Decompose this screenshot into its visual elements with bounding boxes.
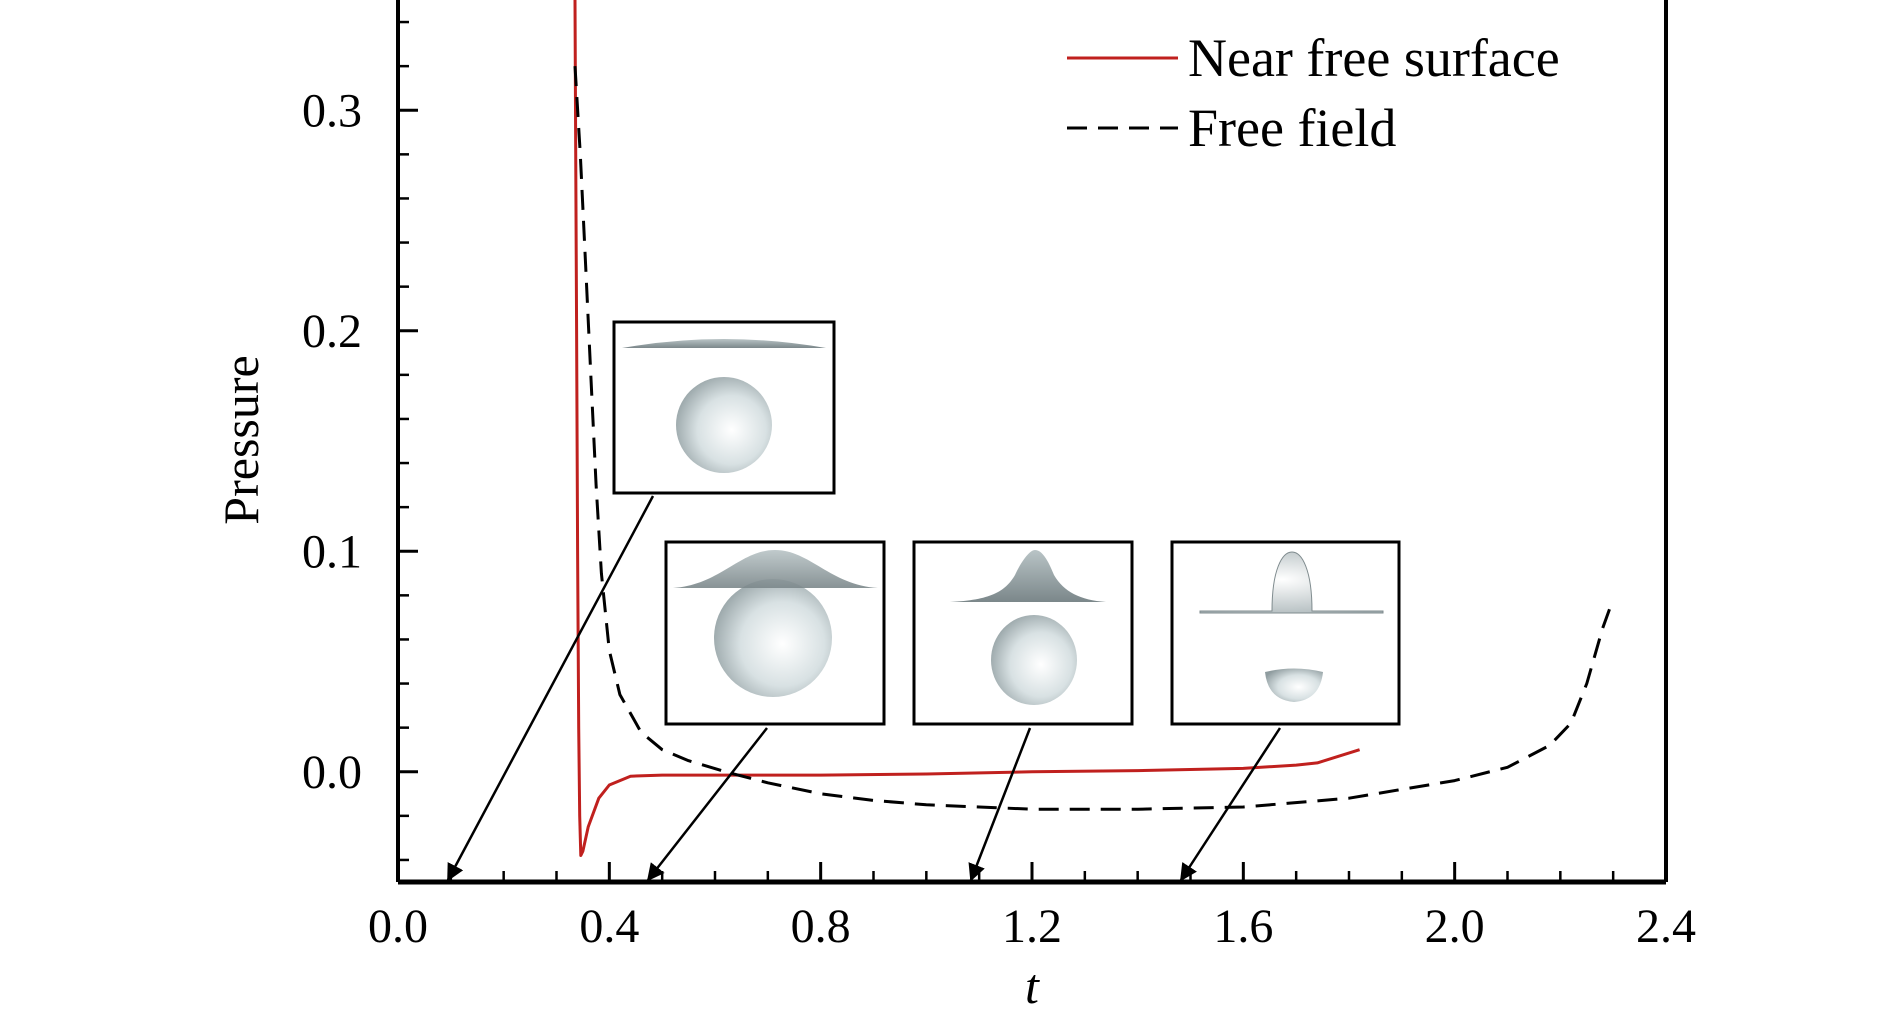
y-tick-label: 0.0 [302,746,362,799]
x-tick-label: 2.0 [1425,900,1485,953]
arrow-inset-3 [968,727,1032,882]
y-tick-label: 0.3 [302,84,362,137]
inset-bubble-collapse [1170,540,1401,726]
inset-pointer-arrows [446,495,1282,882]
series-layer [573,0,1615,857]
series-line-free-field [573,66,1615,811]
axis-ticks [396,20,1668,882]
x-tick-label: 1.6 [1213,900,1273,953]
inset-bubble-initial [612,320,836,495]
x-tick-label: 0.8 [791,900,851,953]
y-tick-label: 0.1 [302,525,362,578]
x-tick-label: 2.4 [1636,900,1696,953]
inset-bubble-expanded [664,540,886,726]
y-axis-title: Pressure [213,355,269,524]
arrow-inset-2 [646,727,768,882]
legend: Near free surface Free field [1067,28,1560,158]
series-line-near-free-surface [573,0,1361,857]
inset-bubble-jet [912,540,1134,726]
x-tick-label: 0.4 [579,900,639,953]
y-tick-label: 0.2 [302,305,362,358]
tick-labels: 0.0 0.4 0.8 1.2 1.6 2.0 2.4 0.0 0.1 0.2 0.3 [302,84,1696,953]
x-tick-label: 0.0 [368,900,428,953]
arrow-inset-4 [1179,727,1282,882]
plot-frame [396,0,1668,885]
x-axis-title: t [1025,958,1040,1013]
x-tick-label: 1.2 [1002,900,1062,953]
arrow-inset-1 [446,495,655,882]
inset-snapshots [612,320,1401,726]
legend-label-near-free-surface: Near free surface [1188,28,1560,88]
legend-label-free-field: Free field [1188,98,1396,158]
